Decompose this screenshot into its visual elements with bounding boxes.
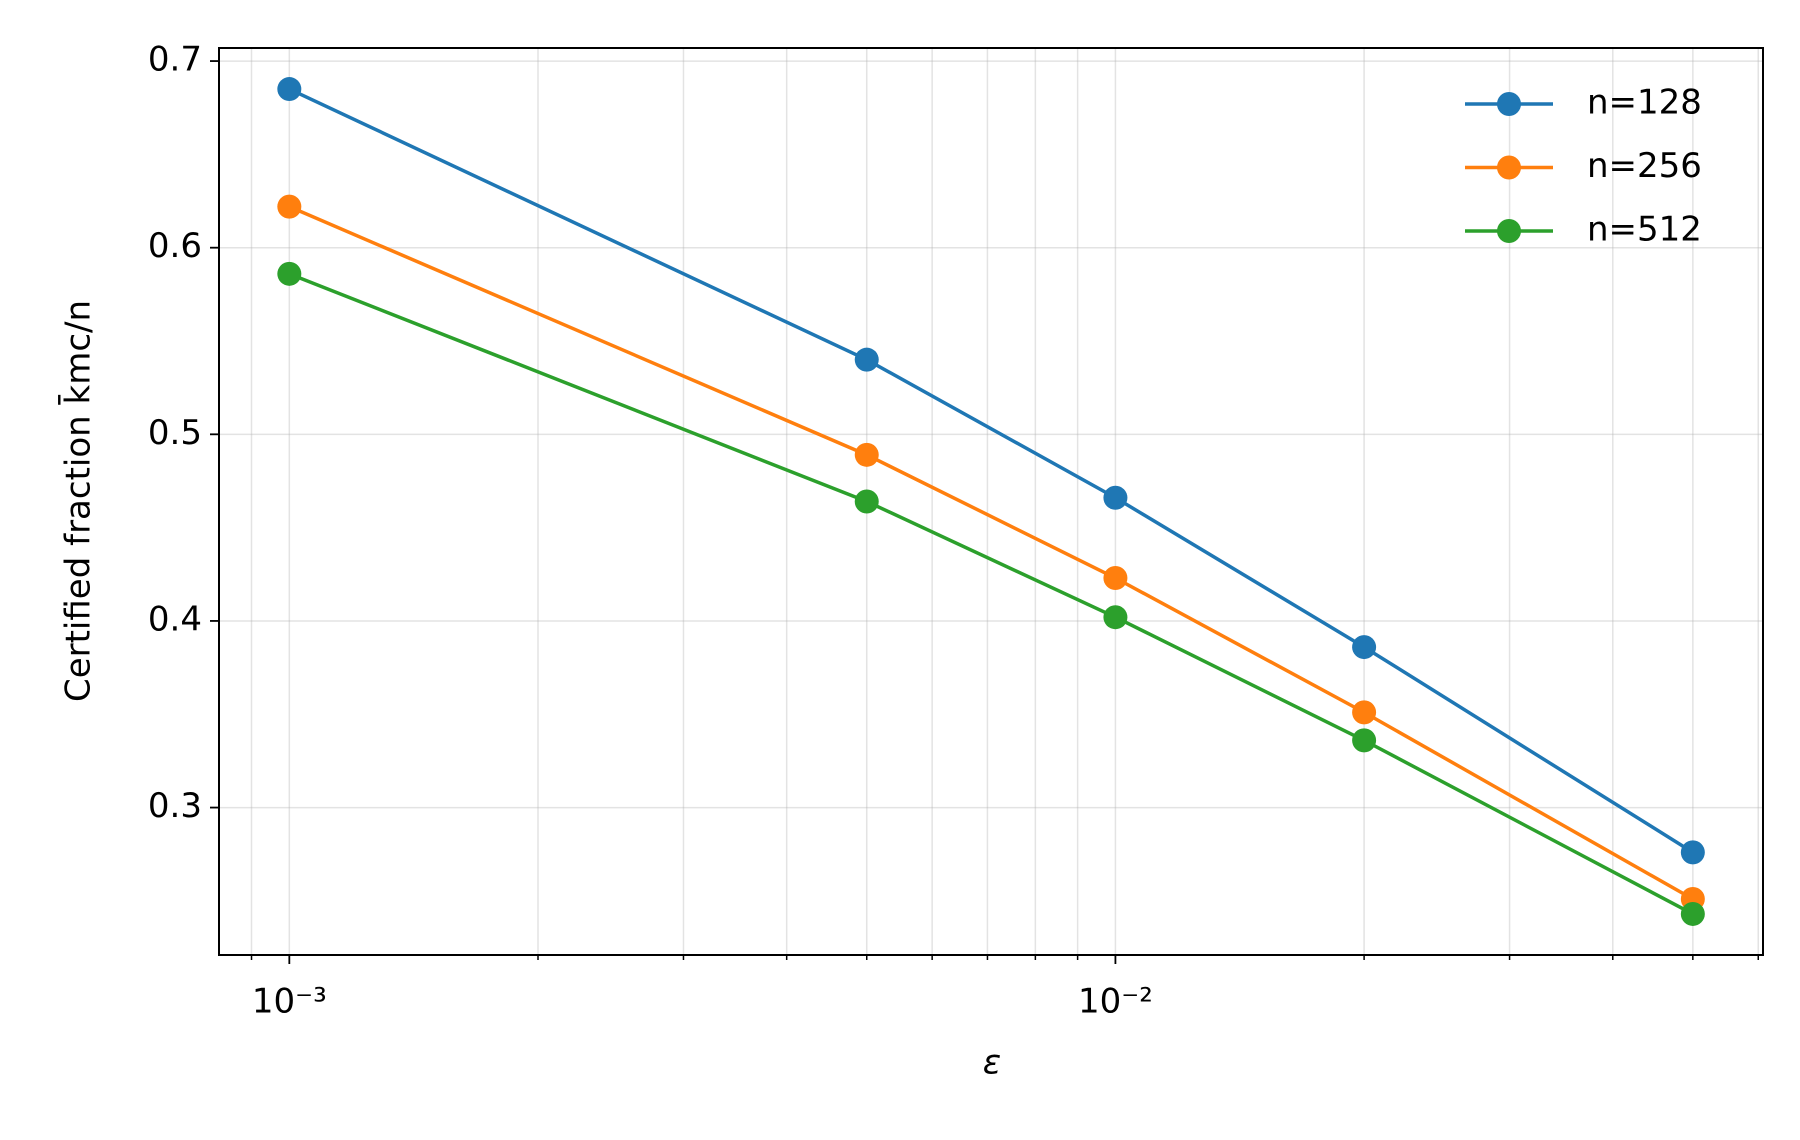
y-tick-label: 0.4 xyxy=(148,599,202,639)
series-line xyxy=(288,205,1694,901)
x-tick-label: 10⁻² xyxy=(1078,982,1153,1022)
point xyxy=(277,77,302,102)
y-tick-label: 0.7 xyxy=(148,40,202,80)
point xyxy=(854,442,879,467)
series-line xyxy=(288,272,1694,916)
point xyxy=(1680,840,1705,865)
point xyxy=(277,194,302,219)
point xyxy=(854,347,879,372)
legend-label: n=128 xyxy=(1587,83,1702,123)
y-tick-label: 0.3 xyxy=(148,786,202,826)
series-line xyxy=(288,87,1694,854)
x-tick-label: 10⁻³ xyxy=(252,982,327,1022)
y-axis-label: Certified fraction k̄mc/n xyxy=(57,300,98,702)
y-tick-label: 0.6 xyxy=(148,226,202,266)
x-axis-label: ε xyxy=(983,1043,1001,1083)
plot-frame xyxy=(218,47,1764,956)
legend-label: n=256 xyxy=(1587,146,1702,186)
point xyxy=(1103,566,1128,591)
y-tick-label: 0.5 xyxy=(148,413,202,453)
legend-label: n=512 xyxy=(1587,210,1702,250)
point xyxy=(1680,901,1705,926)
point xyxy=(277,261,302,286)
legend-marker xyxy=(1497,219,1521,243)
legend-marker xyxy=(1497,92,1521,116)
point xyxy=(1352,635,1377,660)
point xyxy=(1103,485,1128,510)
point xyxy=(1103,605,1128,630)
point xyxy=(854,489,879,514)
legend-marker xyxy=(1497,155,1521,180)
point xyxy=(1352,700,1377,725)
point xyxy=(1352,728,1377,753)
